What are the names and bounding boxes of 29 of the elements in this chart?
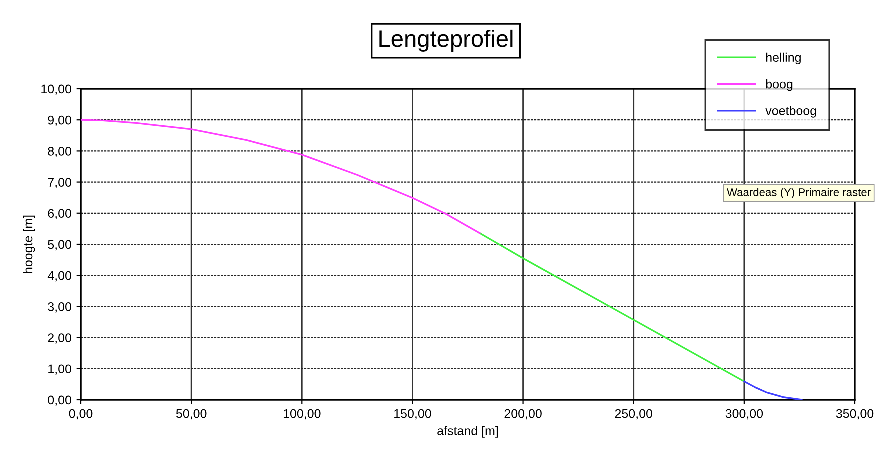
- line-series: [744, 380, 803, 400]
- y-tick-label: 7,00: [48, 178, 72, 188]
- legend-label: helling: [766, 52, 801, 65]
- y-tick-label: 5,00: [48, 240, 72, 251]
- x-axis-title: afstand [m]: [438, 426, 498, 438]
- x-tick-label: 250,00: [615, 409, 652, 420]
- y-tick-label: 4,00: [48, 271, 72, 282]
- chart-title: Lengteprofiel: [380, 30, 513, 52]
- line-series: [81, 119, 481, 234]
- legend-label: voetboog: [766, 106, 816, 118]
- x-tick-label: 300,00: [726, 409, 764, 420]
- y-axis-title: hoogte [m]: [23, 216, 36, 274]
- y-tick-label: 2,00: [48, 334, 72, 344]
- y-tick-label: 10,00: [42, 84, 72, 96]
- y-tick-label: 3,00: [48, 302, 72, 313]
- x-tick-label: 350,00: [836, 409, 874, 420]
- annotation: Waardeas (Y) Primaire raster: [727, 188, 871, 199]
- x-tick-label: 0,00: [69, 409, 93, 420]
- legend-label: boog: [766, 80, 793, 92]
- x-tick-label: 150,00: [394, 409, 432, 420]
- y-tick-label: 8,00: [48, 147, 72, 158]
- x-tick-label: 100,00: [284, 409, 321, 420]
- y-tick-label: 9,00: [48, 116, 72, 126]
- line-series: [479, 232, 746, 382]
- y-tick-label: 0,00: [48, 396, 72, 406]
- x-tick-label: 50,00: [176, 409, 207, 420]
- y-tick-label: 1,00: [48, 364, 72, 376]
- y-tick-label: 6,00: [48, 209, 72, 220]
- x-tick-label: 200,00: [504, 409, 542, 420]
